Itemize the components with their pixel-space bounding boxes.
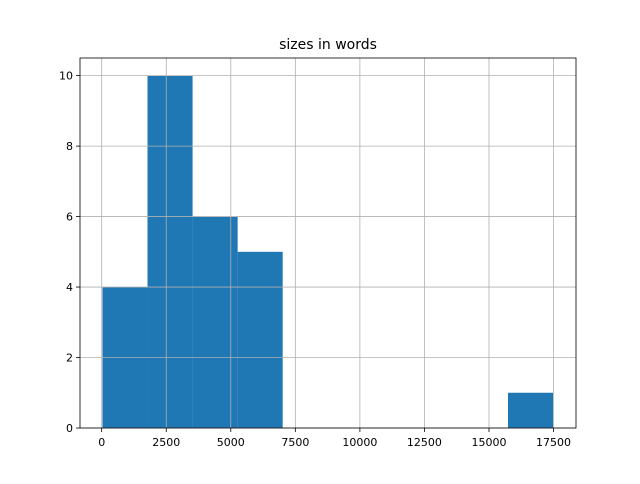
y-tick-label: 4 bbox=[66, 281, 73, 294]
y-tick-label: 10 bbox=[59, 70, 73, 83]
chart-title: sizes in words bbox=[279, 37, 377, 53]
x-tick-label: 2500 bbox=[152, 436, 180, 449]
x-tick-label: 0 bbox=[98, 436, 105, 449]
x-tick-label: 12500 bbox=[407, 436, 442, 449]
y-tick-label: 2 bbox=[66, 352, 73, 365]
x-tick-label: 7500 bbox=[281, 436, 309, 449]
y-tick-label: 6 bbox=[66, 211, 73, 224]
x-tick-label: 15000 bbox=[471, 436, 506, 449]
histogram-bar bbox=[507, 392, 554, 428]
axes-frame bbox=[79, 57, 577, 429]
x-tick-label: 5000 bbox=[217, 436, 245, 449]
plot-area: 0 2500 5000 7500 10000 12500 15000 17500 0 2 4 6 8 10 bbox=[59, 57, 577, 449]
y-tick-label: 0 bbox=[66, 422, 73, 435]
x-tick-label: 10000 bbox=[342, 436, 377, 449]
histogram-bar bbox=[192, 216, 238, 428]
y-tick-label: 8 bbox=[66, 140, 73, 153]
x-tick-label: 17500 bbox=[536, 436, 571, 449]
histogram-bar bbox=[237, 251, 283, 428]
histogram-bar bbox=[147, 75, 193, 428]
